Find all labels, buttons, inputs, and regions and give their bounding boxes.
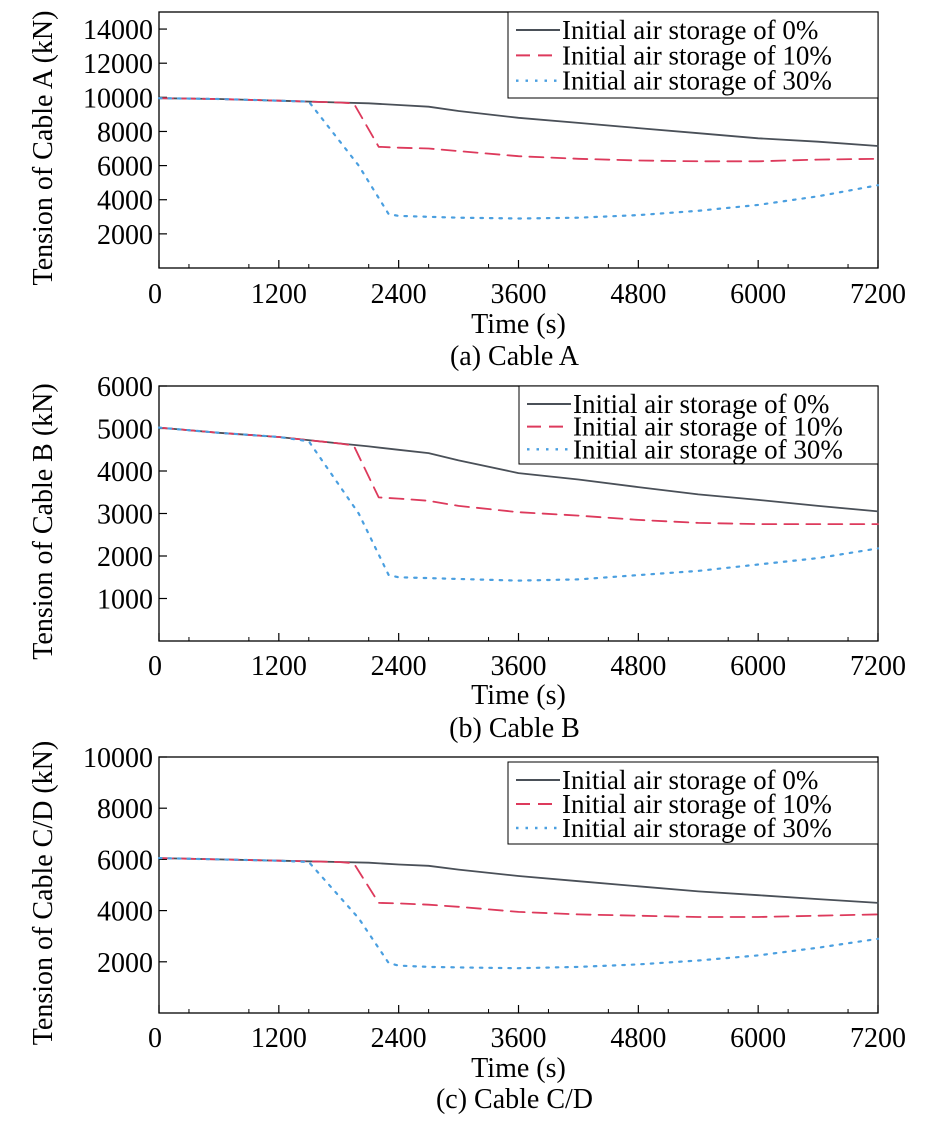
y-axis-label: Tension of Cable B (kN) xyxy=(28,383,59,659)
legend-label: Initial air storage of 30% xyxy=(562,66,832,96)
x-tick-label: 1200 xyxy=(251,1023,307,1054)
x-tick-label: 2400 xyxy=(371,279,427,310)
x-tick-label: 3600 xyxy=(491,279,547,310)
x-tick-label: 2400 xyxy=(371,1023,427,1054)
x-tick-label: 7200 xyxy=(850,1023,906,1054)
series-line-0 xyxy=(158,857,879,904)
y-tick-label: 6000 xyxy=(97,152,153,183)
y-tick-label: 1000 xyxy=(97,585,153,616)
legend-label: Initial air storage of 30% xyxy=(562,813,832,843)
panel-caption: (b) Cable B xyxy=(449,713,580,744)
series-line-2 xyxy=(157,97,880,220)
legend-label: Initial air storage of 0% xyxy=(562,765,818,795)
y-axis-label: Tension of Cable C/D (kN) xyxy=(28,741,59,1045)
y-tick-label: 2000 xyxy=(97,948,153,979)
legend-label: Initial air storage of 0% xyxy=(562,15,818,45)
x-tick-label: 4800 xyxy=(610,651,666,682)
panel-caption: (c) Cable C/D xyxy=(436,1084,593,1115)
chart-panel-1: 0 1200 2400 3600 4800 6000 7200 1000 2000 3000 400… xyxy=(28,372,906,744)
legend: Initial air storage of 0%Initial air sto… xyxy=(507,11,879,99)
y-tick-label: 8000 xyxy=(97,794,153,825)
x-axis-label: Time (s) xyxy=(471,1053,566,1084)
y-tick-label: 14000 xyxy=(83,15,153,46)
series-line-2 xyxy=(157,426,880,582)
legend-label: Initial air storage of 10% xyxy=(562,40,832,70)
x-tick-label: 4800 xyxy=(610,279,666,310)
y-tick-label: 6000 xyxy=(97,372,153,403)
series-line-2 xyxy=(157,856,880,970)
legend-label: Initial air storage of 30% xyxy=(573,434,843,464)
x-tick-label: 6000 xyxy=(730,279,786,310)
legend: Initial air storage of 0%Initial air sto… xyxy=(507,761,879,845)
y-tick-label: 5000 xyxy=(97,415,153,446)
series-line-1 xyxy=(158,97,879,163)
legend-label: Initial air storage of 10% xyxy=(562,789,832,819)
legend-label: Initial air storage of 10% xyxy=(573,412,843,442)
x-tick-label: 3600 xyxy=(491,651,547,682)
y-tick-label: 2000 xyxy=(97,542,153,573)
legend: Initial air storage of 0%Initial air sto… xyxy=(518,385,879,465)
x-tick-label: 1200 xyxy=(251,651,307,682)
x-tick-label: 2400 xyxy=(371,651,427,682)
x-tick-label: 4800 xyxy=(610,1023,666,1054)
chart-panel-0: 0 1200 2400 3600 4800 6000 7200200040006000800… xyxy=(28,11,906,372)
panel-caption: (a) Cable A xyxy=(450,341,580,372)
x-tick-label: 3600 xyxy=(491,1023,547,1054)
x-tick-label: 7200 xyxy=(850,279,906,310)
x-tick-label: 6000 xyxy=(730,651,786,682)
x-tick-label: 7200 xyxy=(850,651,906,682)
y-tick-label: 10000 xyxy=(83,83,153,114)
y-axis-label: Tension of Cable A (kN) xyxy=(28,11,59,286)
y-tick-label: 4000 xyxy=(97,897,153,928)
series-line-1 xyxy=(158,426,879,525)
y-tick-label: 8000 xyxy=(97,117,153,148)
x-tick-label: 1200 xyxy=(251,279,307,310)
legend-box xyxy=(507,11,879,99)
y-tick-label: 12000 xyxy=(83,49,153,80)
chart-panel-2: 0 1200 2400 3600 4800 6000 7200 2000 4000 6000 800… xyxy=(28,741,906,1115)
y-tick-label: 2000 xyxy=(97,220,153,251)
x-tick-label: 0 xyxy=(148,279,162,310)
x-axis-label: Time (s) xyxy=(471,680,566,711)
legend-box xyxy=(507,761,879,845)
x-tick-label: 0 xyxy=(148,651,162,682)
y-tick-label: 3000 xyxy=(97,500,153,531)
legend-box xyxy=(518,385,879,465)
legend-label: Initial air storage of 0% xyxy=(573,389,829,419)
series-line-1 xyxy=(158,857,879,918)
series-line-0 xyxy=(158,97,879,147)
x-tick-label: 0 xyxy=(148,1023,162,1054)
x-tick-label: 6000 xyxy=(730,1023,786,1054)
y-tick-label: 10000 xyxy=(83,743,153,774)
y-tick-label: 4000 xyxy=(97,457,153,488)
y-tick-label: 6000 xyxy=(97,845,153,876)
x-axis-label: Time (s) xyxy=(471,309,566,340)
y-tick-label: 4000 xyxy=(97,186,153,217)
